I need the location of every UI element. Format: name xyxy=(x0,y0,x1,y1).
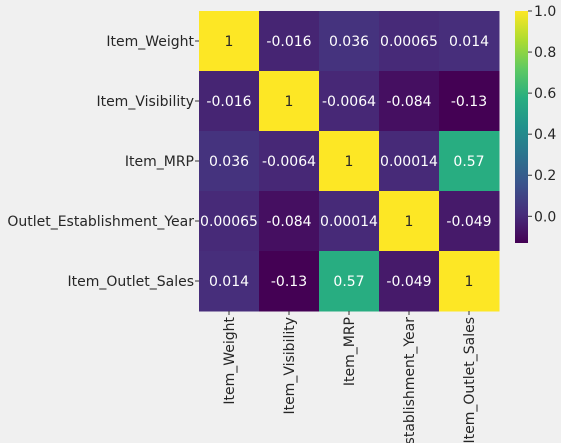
colorbar-tick-label: 0.8 xyxy=(534,45,556,61)
heatmap-annotation-1-1: 1 xyxy=(285,94,294,110)
heatmap-cell-1-0 xyxy=(199,71,260,132)
heatmap-annotation-0-1: -0.016 xyxy=(266,34,311,50)
row-tick-label: Item_Outlet_Sales xyxy=(67,274,194,290)
heatmap-annotation-2-3: 0.00014 xyxy=(380,154,438,170)
row-tick-label: Item_Visibility xyxy=(96,94,194,110)
heatmap-annotation-3-3: 1 xyxy=(405,214,414,230)
heatmap-cell-1-2 xyxy=(319,71,380,132)
heatmap-annotation-4-4: 1 xyxy=(465,274,474,290)
heatmap-annotation-2-4: 0.57 xyxy=(453,154,484,170)
heatmap-cell-2-2 xyxy=(319,131,380,192)
heatmap-cell-2-0 xyxy=(199,131,260,192)
heatmap-cell-1-1 xyxy=(259,71,320,132)
heatmap-annotation-0-0: 1 xyxy=(225,34,234,50)
heatmap-cell-1-3 xyxy=(379,71,440,132)
heatmap-annotation-2-1: -0.0064 xyxy=(262,154,316,170)
colorbar-tick-label: 1.0 xyxy=(534,4,556,20)
heatmap-annotation-2-2: 1 xyxy=(345,154,354,170)
heatmap-cell-3-1 xyxy=(259,191,320,252)
colorbar-tick-label: 0.0 xyxy=(534,209,556,225)
heatmap-cell-4-1 xyxy=(259,251,320,312)
heatmap-cell-0-0 xyxy=(199,11,260,72)
heatmap-annotation-4-1: -0.13 xyxy=(271,274,307,290)
heatmap-annotation-0-2: 0.036 xyxy=(329,34,369,50)
column-tick-label: Outlet_Establishment_Year xyxy=(402,317,418,443)
heatmap-cell-2-3 xyxy=(379,131,440,192)
row-tick-label: Item_Weight xyxy=(106,34,194,50)
heatmap-annotation-2-0: 0.036 xyxy=(209,154,249,170)
colorbar-tick-label: 0.4 xyxy=(534,127,556,143)
heatmap-cell-3-3 xyxy=(379,191,440,252)
heatmap-annotation-4-3: -0.049 xyxy=(386,274,431,290)
heatmap-annotations: 1 -0.016 0.036 0.00065 0.014 -0.016 1 -0.0064 -0… xyxy=(200,34,492,290)
column-tick-label: Item_Outlet_Sales xyxy=(462,317,478,443)
heatmap-annotation-1-0: -0.016 xyxy=(206,94,251,110)
heatmap-cell-0-4 xyxy=(439,11,500,72)
heatmap-annotation-3-1: -0.084 xyxy=(266,214,311,230)
heatmap-row-labels: Item_Weight Item_Visibility Item_MRP Outlet… xyxy=(7,34,199,290)
heatmap-cell-0-3 xyxy=(379,11,440,72)
row-tick-label: Outlet_Establishment_Year xyxy=(7,214,194,230)
column-tick-label: Item_Visibility xyxy=(282,317,298,415)
heatmap-annotation-1-3: -0.084 xyxy=(386,94,431,110)
heatmap-cell-0-1 xyxy=(259,11,320,72)
column-tick-label: Item_Weight xyxy=(222,317,238,405)
heatmap-annotation-1-4: -0.13 xyxy=(451,94,487,110)
colorbar-tick-label: 0.6 xyxy=(534,86,556,102)
heatmap-cell-2-1 xyxy=(259,131,320,192)
row-tick-label: Item_MRP xyxy=(125,154,194,170)
heatmap-cell-4-4 xyxy=(439,251,500,312)
heatmap-cell-3-0 xyxy=(199,191,260,252)
colorbar: 1.0 0.8 0.6 0.4 0.2 0.0 xyxy=(515,4,556,243)
heatmap-cell-1-4 xyxy=(439,71,500,132)
heatmap-cell-0-2 xyxy=(319,11,380,72)
heatmap-annotation-4-2: 0.57 xyxy=(333,274,364,290)
heatmap-cell-4-0 xyxy=(199,251,260,312)
heatmap-cell-2-4 xyxy=(439,131,500,192)
heatmap-cells xyxy=(199,11,500,312)
heatmap-cell-4-3 xyxy=(379,251,440,312)
heatmap-annotation-0-4: 0.014 xyxy=(449,34,489,50)
heatmap-column-labels: Item_Weight Item_Visibility Item_MRP Outlet… xyxy=(222,311,478,443)
heatmap-cell-3-2 xyxy=(319,191,380,252)
heatmap-annotation-0-3: 0.00065 xyxy=(380,34,438,50)
heatmap-annotation-4-0: 0.014 xyxy=(209,274,249,290)
heatmap-annotation-1-2: -0.0064 xyxy=(322,94,376,110)
colorbar-tick-label: 0.2 xyxy=(534,168,556,184)
heatmap-cell-4-2 xyxy=(319,251,380,312)
heatmap-annotation-3-0: 0.00065 xyxy=(200,214,258,230)
heatmap-annotation-3-2: 0.00014 xyxy=(320,214,378,230)
heatmap-annotation-3-4: -0.049 xyxy=(446,214,491,230)
column-tick-label: Item_MRP xyxy=(342,317,358,386)
heatmap-cell-3-4 xyxy=(439,191,500,252)
colorbar-gradient xyxy=(515,11,528,243)
